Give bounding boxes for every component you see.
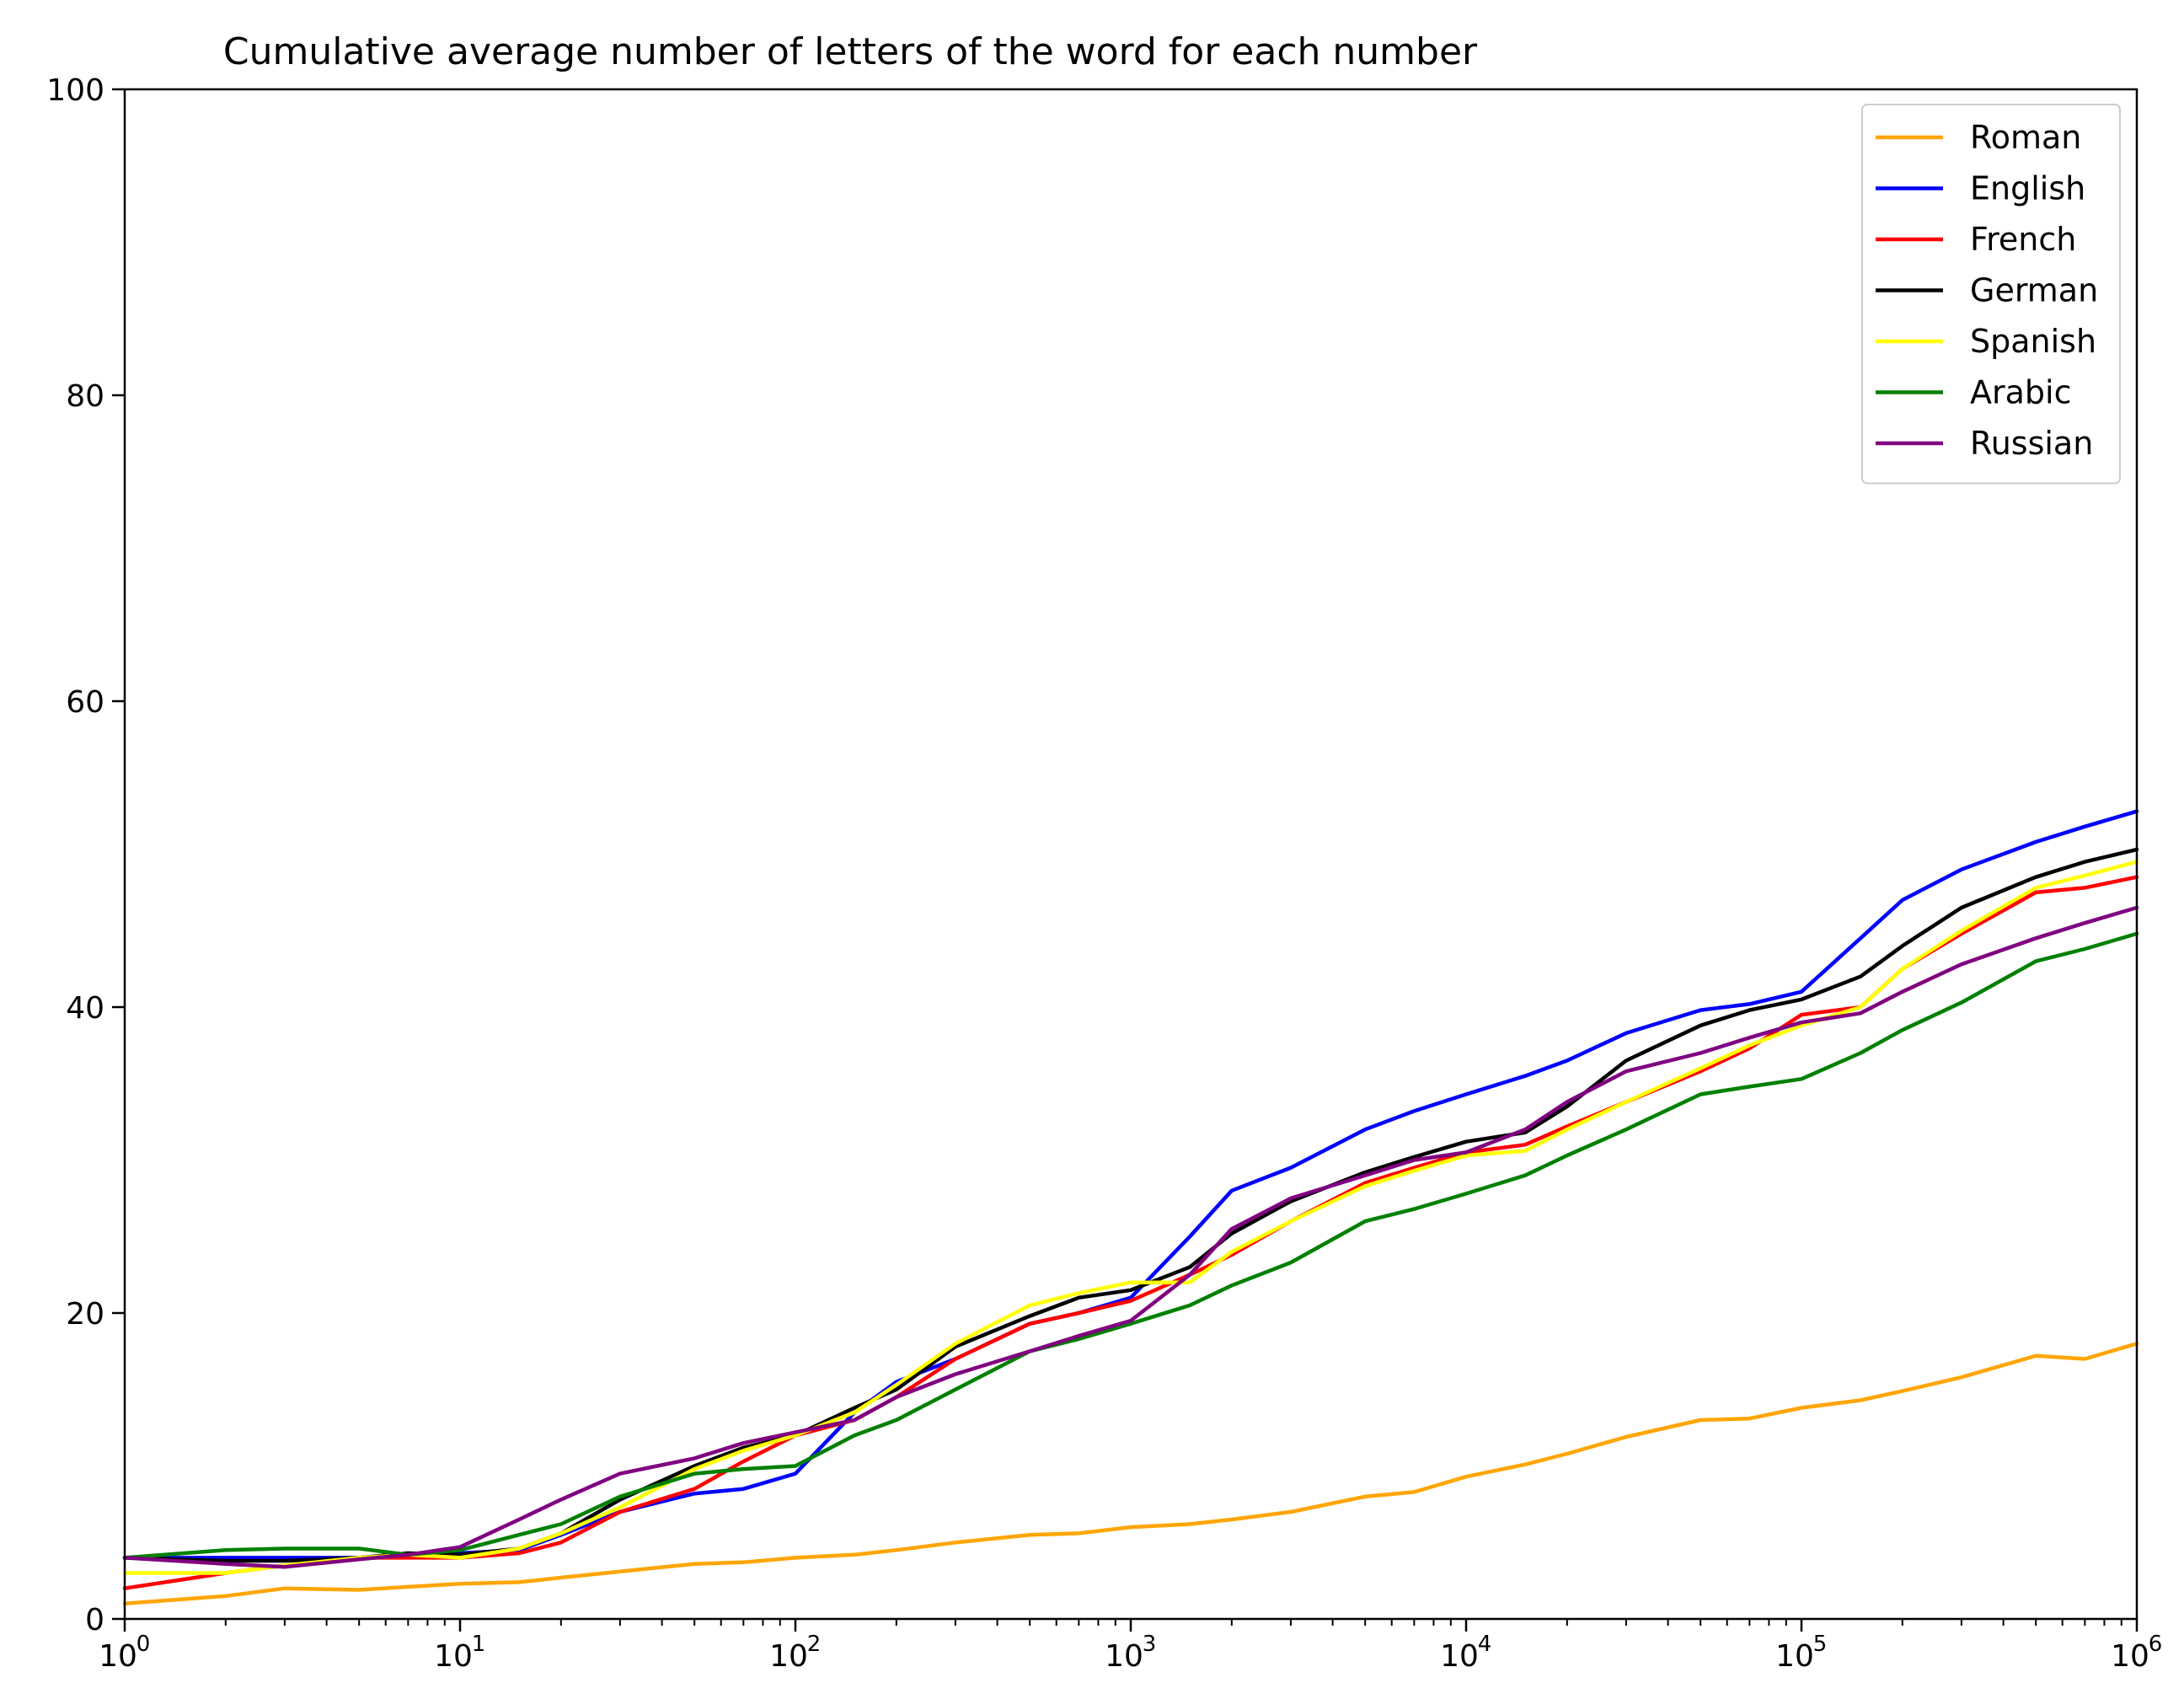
legend-label-german: German <box>1970 272 2098 309</box>
series-line-french <box>122 875 2139 1590</box>
y-tick-label: 60 <box>66 685 104 720</box>
x-tick-exponent: 5 <box>1813 1632 1828 1657</box>
legend-label-spanish: Spanish <box>1970 323 2096 360</box>
legend: Roman English French German Spanish Arabic Rus… <box>1861 104 2121 485</box>
x-tick-exponent: 3 <box>1143 1632 1157 1657</box>
x-tick-exponent: 0 <box>136 1632 151 1657</box>
y-axis: 0 20 40 60 80 100 <box>46 73 125 1637</box>
x-tick-exponent: 2 <box>807 1632 822 1657</box>
x-tick-label: 10 <box>1775 1639 1814 1674</box>
x-tick-exponent: 1 <box>472 1632 486 1657</box>
x-tick-label: 10 <box>769 1639 808 1674</box>
x-axis: 100 101 102 103 104 105 106 <box>99 1619 2162 1674</box>
x-tick-label: 10 <box>99 1639 137 1674</box>
x-tick-exponent: 6 <box>2149 1632 2163 1657</box>
chart-title: Cumulative average number of letters of … <box>223 30 1478 73</box>
y-tick-label: 80 <box>66 379 104 414</box>
y-tick-label: 100 <box>46 73 104 108</box>
x-tick-exponent: 4 <box>1478 1632 1492 1657</box>
series-line-roman <box>122 1342 2139 1606</box>
x-tick-label: 10 <box>1105 1639 1143 1674</box>
x-tick-label: 10 <box>1440 1639 1479 1674</box>
x-tick-label: 10 <box>434 1639 473 1674</box>
x-tick-label: 10 <box>2111 1639 2149 1674</box>
series-line-arabic <box>122 931 2139 1560</box>
y-tick-label: 20 <box>66 1297 104 1332</box>
series-line-russian <box>122 905 2139 1569</box>
legend-label-arabic: Arabic <box>1970 374 2071 411</box>
legend-box <box>1861 104 2121 485</box>
legend-label-english: English <box>1970 170 2085 207</box>
y-tick-label: 40 <box>66 991 104 1026</box>
legend-label-russian: Russian <box>1970 425 2093 462</box>
legend-label-roman: Roman <box>1970 119 2081 156</box>
legend-label-french: French <box>1970 221 2076 258</box>
y-tick-label: 0 <box>85 1603 104 1637</box>
series-layer <box>122 809 2139 1606</box>
